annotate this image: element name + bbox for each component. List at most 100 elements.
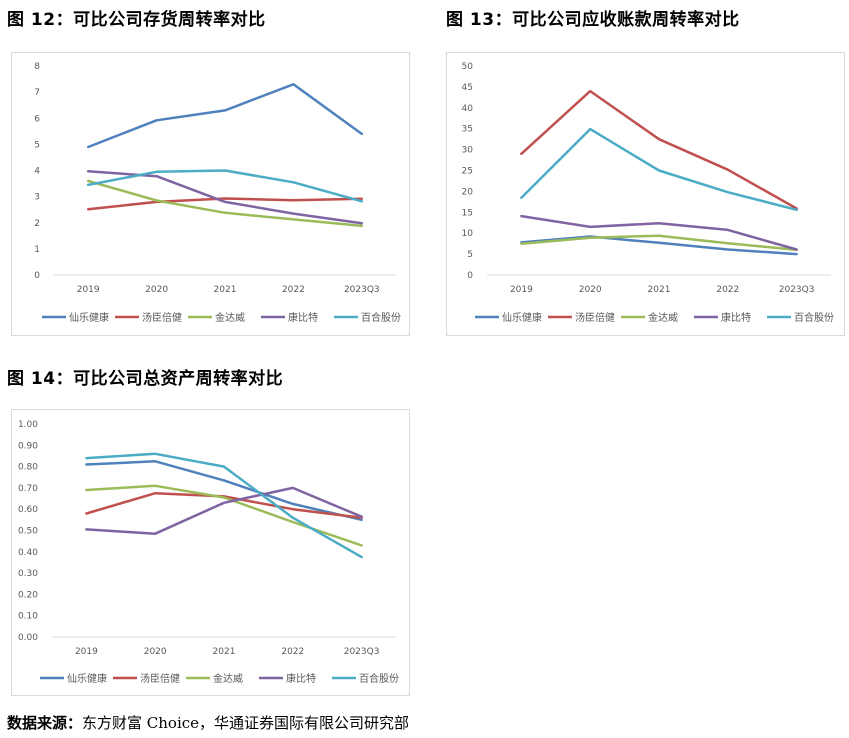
y-tick-label: 7 bbox=[34, 88, 40, 98]
x-tick-label: 2021 bbox=[648, 285, 671, 295]
y-tick-label: 50 bbox=[462, 62, 474, 72]
series-line-4 bbox=[86, 170, 364, 225]
y-tick-label: 0.80 bbox=[18, 463, 38, 473]
x-tick-label: 2020 bbox=[579, 285, 602, 295]
y-tick-label: 0.70 bbox=[18, 484, 38, 494]
source-text: 东方财富 Choice，华通证券国际有限公司研究部 bbox=[82, 714, 410, 732]
x-tick-label: 2023Q3 bbox=[344, 285, 380, 295]
legend-item: 仙乐健康 bbox=[475, 311, 542, 324]
y-tick-label: 3 bbox=[34, 193, 40, 203]
y-tick-label: 8 bbox=[34, 62, 40, 72]
legend-label: 金达威 bbox=[215, 311, 245, 324]
legend-label: 仙乐健康 bbox=[502, 311, 542, 324]
x-tick-label: 2020 bbox=[145, 285, 168, 295]
x-tick-label: 2022 bbox=[716, 285, 739, 295]
legend-item: 仙乐健康 bbox=[40, 672, 107, 685]
source-note: 数据来源：东方财富 Choice，华通证券国际有限公司研究部 bbox=[7, 712, 409, 733]
series-line-5 bbox=[85, 452, 363, 559]
y-tick-label: 30 bbox=[462, 146, 474, 156]
y-tick-label: 45 bbox=[462, 83, 473, 93]
series-line-2 bbox=[520, 89, 798, 210]
series-line-3 bbox=[85, 484, 363, 547]
legend-item: 康比特 bbox=[261, 311, 318, 324]
y-tick-label: 0 bbox=[467, 271, 473, 281]
series-line-4 bbox=[520, 214, 798, 251]
fig13-chart: 0 5 10 15 20 25 30 35 40 45 50 2019 2020 2021 2022 2023… bbox=[446, 52, 845, 336]
source-label: 数据来源： bbox=[7, 714, 83, 732]
y-tick-label: 1.00 bbox=[18, 420, 38, 430]
y-tick-label: 0.40 bbox=[18, 548, 38, 558]
legend-item: 金达威 bbox=[621, 311, 678, 324]
series-line-2 bbox=[86, 197, 364, 211]
y-tick-label: 0.10 bbox=[18, 612, 38, 622]
x-tick-label: 2022 bbox=[281, 647, 304, 657]
y-tick-label: 5 bbox=[34, 140, 40, 150]
series-line-1 bbox=[85, 460, 363, 522]
legend-item: 汤臣倍健 bbox=[548, 311, 615, 324]
fig13-title: 图 13：可比公司应收账款周转率对比 bbox=[446, 10, 740, 30]
fig12-svg: 0 1 2 3 4 5 6 7 8 2019 2020 2021 2022 2023Q3 仙乐健康 汤臣倍健 金… bbox=[34, 62, 401, 324]
legend-label: 仙乐健康 bbox=[69, 311, 109, 324]
legend-label: 康比特 bbox=[286, 672, 316, 685]
series-line-1 bbox=[86, 83, 364, 149]
series-line-3 bbox=[86, 179, 364, 228]
y-tick-label: 15 bbox=[462, 208, 473, 218]
y-tick-label: 2 bbox=[34, 219, 40, 229]
y-tick-label: 10 bbox=[462, 229, 474, 239]
x-tick-label: 2020 bbox=[144, 647, 167, 657]
x-tick-label: 2022 bbox=[282, 285, 305, 295]
y-tick-label: 0.60 bbox=[18, 505, 38, 515]
fig12-title: 图 12：可比公司存货周转率对比 bbox=[7, 10, 266, 30]
y-tick-label: 25 bbox=[462, 167, 473, 177]
x-tick-label: 2021 bbox=[213, 647, 236, 657]
x-tick-label: 2023Q3 bbox=[344, 647, 380, 657]
y-tick-label: 20 bbox=[462, 187, 474, 197]
y-tick-label: 6 bbox=[34, 114, 40, 124]
legend-item: 金达威 bbox=[186, 672, 243, 685]
y-tick-label: 0.20 bbox=[18, 590, 38, 600]
series-line-4 bbox=[85, 486, 363, 535]
legend-label: 百合股份 bbox=[359, 672, 399, 685]
x-tick-label: 2019 bbox=[77, 285, 100, 295]
legend-label: 金达威 bbox=[648, 311, 678, 324]
y-tick-label: 1 bbox=[34, 245, 40, 255]
legend-item: 康比特 bbox=[694, 311, 751, 324]
y-tick-label: 0.30 bbox=[18, 569, 38, 579]
y-tick-label: 4 bbox=[34, 167, 40, 177]
series-line-5 bbox=[86, 169, 364, 203]
legend-item: 康比特 bbox=[259, 672, 316, 685]
x-tick-label: 2021 bbox=[214, 285, 237, 295]
legend-label: 汤臣倍健 bbox=[575, 311, 615, 324]
legend-item: 汤臣倍健 bbox=[113, 672, 180, 685]
legend-item: 金达威 bbox=[188, 311, 245, 324]
fig14-chart: 0.00 0.10 0.20 0.30 0.40 0.50 0.60 0.70 0.80 0.90… bbox=[11, 409, 410, 696]
series-line-1 bbox=[520, 235, 798, 256]
y-tick-label: 0.90 bbox=[18, 441, 38, 451]
y-tick-label: 35 bbox=[462, 125, 473, 135]
fig14-title: 图 14：可比公司总资产周转率对比 bbox=[7, 369, 284, 389]
x-tick-label: 2023Q3 bbox=[779, 285, 815, 295]
y-tick-label: 0.00 bbox=[18, 633, 38, 643]
x-tick-label: 2019 bbox=[75, 647, 98, 657]
legend-item: 仙乐健康 bbox=[42, 311, 109, 324]
legend-label: 百合股份 bbox=[361, 311, 401, 324]
legend-label: 金达威 bbox=[213, 672, 243, 685]
legend-item: 汤臣倍健 bbox=[115, 311, 182, 324]
y-tick-label: 5 bbox=[467, 250, 473, 260]
x-tick-label: 2019 bbox=[510, 285, 533, 295]
y-tick-label: 0 bbox=[34, 271, 40, 281]
legend-label: 汤臣倍健 bbox=[142, 311, 182, 324]
legend-label: 康比特 bbox=[721, 311, 751, 324]
fig12-chart: 0 1 2 3 4 5 6 7 8 2019 2020 2021 2022 2023Q3 仙乐健康 汤臣倍健 金… bbox=[11, 52, 410, 336]
legend-item: 百合股份 bbox=[767, 311, 834, 324]
fig14-svg: 0.00 0.10 0.20 0.30 0.40 0.50 0.60 0.70 0.80 0.90… bbox=[18, 420, 399, 685]
legend-label: 百合股份 bbox=[794, 311, 834, 324]
fig13-svg: 0 5 10 15 20 25 30 35 40 45 50 2019 2020 2021 2022 2023… bbox=[462, 62, 834, 324]
series-line-3 bbox=[520, 234, 798, 252]
legend-item: 百合股份 bbox=[332, 672, 399, 685]
series-line-5 bbox=[520, 127, 798, 212]
legend-item: 百合股份 bbox=[334, 311, 401, 324]
y-tick-label: 40 bbox=[462, 104, 474, 114]
legend-label: 康比特 bbox=[288, 311, 318, 324]
legend-label: 汤臣倍健 bbox=[140, 672, 180, 685]
